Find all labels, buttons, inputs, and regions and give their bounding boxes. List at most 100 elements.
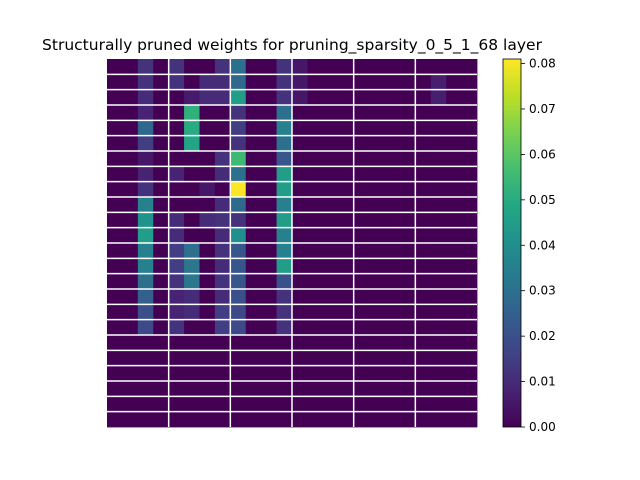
heatmap-cell bbox=[168, 304, 185, 321]
heatmap-cell bbox=[353, 105, 370, 121]
heatmap-cell bbox=[214, 181, 231, 198]
heatmap-cell bbox=[353, 289, 370, 305]
heatmap-cell bbox=[292, 212, 308, 229]
heatmap-cell bbox=[292, 243, 308, 259]
heatmap-cell bbox=[261, 319, 277, 336]
heatmap-cell bbox=[153, 273, 170, 290]
heatmap-cell bbox=[137, 304, 154, 321]
heatmap-cell bbox=[153, 319, 170, 336]
heatmap-cell bbox=[261, 197, 277, 213]
heatmap-cell bbox=[137, 151, 154, 167]
heatmap-cell bbox=[353, 411, 370, 428]
heatmap-cell bbox=[199, 151, 216, 167]
heatmap-cell bbox=[168, 243, 185, 259]
heatmap-cell bbox=[415, 166, 432, 183]
heatmap-cell bbox=[415, 273, 432, 290]
heatmap-cell bbox=[168, 319, 185, 336]
heatmap-cell bbox=[292, 74, 308, 91]
heatmap-cell bbox=[430, 273, 447, 290]
heatmap-cell bbox=[107, 289, 123, 305]
heatmap-cell bbox=[430, 105, 447, 121]
heatmap-cell bbox=[384, 74, 401, 91]
heatmap-cell bbox=[184, 181, 200, 198]
heatmap-cell bbox=[430, 197, 447, 213]
heatmap-cell bbox=[322, 59, 339, 75]
heatmap-cell bbox=[137, 289, 154, 305]
heatmap-cell bbox=[322, 197, 339, 213]
heatmap-cell bbox=[276, 396, 293, 413]
heatmap-cell bbox=[384, 258, 401, 275]
heatmap-cell bbox=[384, 319, 401, 336]
heatmap-cell bbox=[369, 89, 385, 106]
heatmap-cell bbox=[261, 120, 277, 137]
heatmap-cell bbox=[369, 212, 385, 229]
heatmap-cell bbox=[168, 89, 185, 106]
colorbar-tick-label: 0.08 bbox=[529, 57, 556, 71]
heatmap-cell bbox=[214, 396, 231, 413]
heatmap-cell bbox=[230, 181, 247, 198]
heatmap-cell bbox=[153, 335, 170, 351]
heatmap-cell bbox=[168, 181, 185, 198]
heatmap-cell bbox=[461, 89, 478, 106]
heatmap-cell bbox=[338, 396, 355, 413]
heatmap-cell bbox=[230, 289, 247, 305]
heatmap-cell bbox=[153, 304, 170, 321]
heatmap-cell bbox=[369, 258, 385, 275]
heatmap-cell bbox=[230, 365, 247, 382]
heatmap-cell bbox=[307, 381, 324, 397]
heatmap-cell bbox=[353, 243, 370, 259]
heatmap-cell bbox=[292, 166, 308, 183]
heatmap-cell bbox=[461, 243, 478, 259]
heatmap-cell bbox=[461, 365, 478, 382]
heatmap-cell bbox=[199, 243, 216, 259]
heatmap-cell bbox=[461, 74, 478, 91]
heatmap-cell bbox=[230, 243, 247, 259]
heatmap-cell bbox=[307, 304, 324, 321]
heatmap-cell bbox=[245, 396, 262, 413]
colorbar-tick-label: 0.05 bbox=[529, 193, 556, 207]
heatmap-cell bbox=[461, 227, 478, 244]
heatmap-cell bbox=[384, 243, 401, 259]
heatmap-cell bbox=[245, 365, 262, 382]
heatmap-cell bbox=[446, 166, 462, 183]
heatmap-cell bbox=[369, 197, 385, 213]
heatmap-cell bbox=[307, 335, 324, 351]
heatmap-cell bbox=[261, 166, 277, 183]
heatmap-cell bbox=[384, 381, 401, 397]
heatmap-cell bbox=[276, 166, 293, 183]
heatmap-cell bbox=[292, 59, 308, 75]
heatmap-cell bbox=[230, 74, 247, 91]
heatmap-cell bbox=[122, 120, 139, 137]
heatmap-cell bbox=[168, 365, 185, 382]
heatmap-cell bbox=[338, 74, 355, 91]
heatmap-cell bbox=[307, 411, 324, 428]
heatmap-cell bbox=[214, 243, 231, 259]
heatmap-cell bbox=[446, 411, 462, 428]
heatmap-cell bbox=[292, 381, 308, 397]
heatmap-cell bbox=[184, 365, 200, 382]
colorbar-gradient bbox=[502, 58, 522, 428]
heatmap-cell bbox=[153, 181, 170, 198]
heatmap-cell bbox=[199, 74, 216, 91]
heatmap-cell bbox=[307, 105, 324, 121]
heatmap-cell bbox=[184, 120, 200, 137]
heatmap-cell bbox=[338, 335, 355, 351]
heatmap-cell bbox=[107, 227, 123, 244]
heatmap-cell bbox=[137, 59, 154, 75]
heatmap-cell bbox=[230, 335, 247, 351]
heatmap-cell bbox=[107, 74, 123, 91]
heatmap-cell bbox=[415, 396, 432, 413]
heatmap-cell bbox=[384, 105, 401, 121]
heatmap-cell bbox=[307, 273, 324, 290]
heatmap-cell bbox=[307, 227, 324, 244]
heatmap-cell bbox=[446, 273, 462, 290]
heatmap-cell bbox=[446, 335, 462, 351]
heatmap-cell bbox=[369, 105, 385, 121]
heatmap-cell bbox=[122, 151, 139, 167]
heatmap-cell bbox=[199, 273, 216, 290]
heatmap-cell bbox=[338, 273, 355, 290]
heatmap-cell bbox=[353, 74, 370, 91]
heatmap-cell bbox=[338, 135, 355, 152]
heatmap-cell bbox=[261, 135, 277, 152]
heatmap-cell bbox=[446, 151, 462, 167]
